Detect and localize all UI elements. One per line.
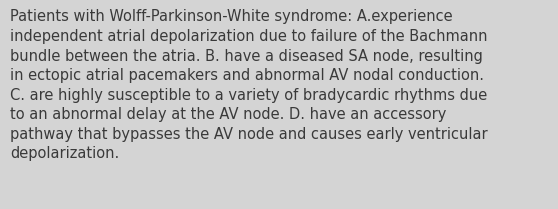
Text: Patients with Wolff-Parkinson-White syndrome: A.experience
independent atrial de: Patients with Wolff-Parkinson-White synd…	[10, 9, 488, 161]
